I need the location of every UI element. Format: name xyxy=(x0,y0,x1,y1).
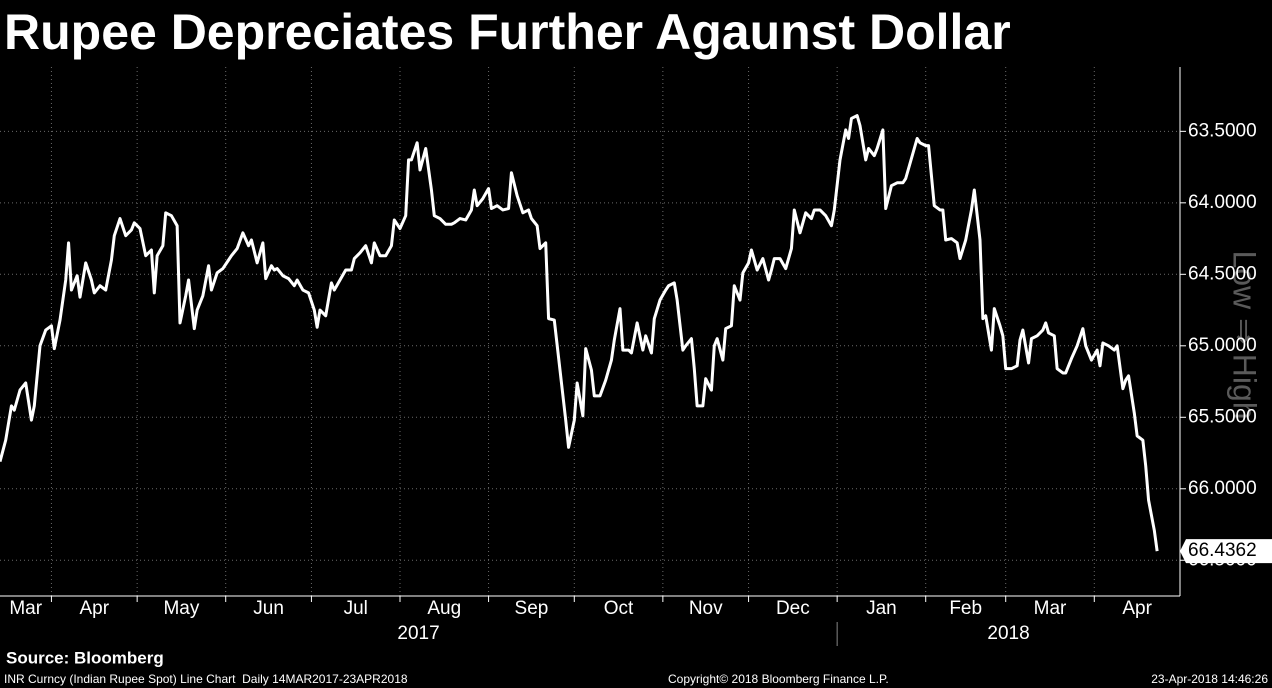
y-tick-label: 66.0000 xyxy=(1188,478,1257,499)
last-value-box xyxy=(1180,539,1272,564)
x-tick-label: Oct xyxy=(604,598,634,619)
y-tick-label: 65.0000 xyxy=(1188,335,1257,356)
x-tick-label: Apr xyxy=(79,598,109,619)
price-line xyxy=(0,114,1159,552)
x-tick-label: Aug xyxy=(427,598,461,619)
x-tick-label: Jan xyxy=(866,598,897,619)
y-tick-label: 63.5000 xyxy=(1188,120,1257,141)
chart-title: Rupee Depreciates Further Agaunst Dollar xyxy=(4,4,1011,60)
x-tick-label: Nov xyxy=(689,598,723,619)
x-tick-label: Dec xyxy=(776,598,810,619)
year-label: 2017 xyxy=(397,623,439,644)
x-tick-label: Mar xyxy=(1034,598,1067,619)
y-tick-label: 64.5000 xyxy=(1188,263,1257,284)
x-tick-label: Sep xyxy=(515,598,549,619)
footer-left: INR Curncy (Indian Rupee Spot) Line Char… xyxy=(4,672,408,686)
x-tick-label: Feb xyxy=(949,598,982,619)
source: Source: Bloomberg xyxy=(6,648,164,667)
x-tick-label: May xyxy=(163,598,199,619)
x-tick-label: Jul xyxy=(344,598,368,619)
x-tick-label: Mar xyxy=(9,598,42,619)
last-value-label: 66.4362 xyxy=(1188,540,1257,561)
y-tick-label: 65.5000 xyxy=(1188,406,1257,427)
x-tick-label: Jun xyxy=(253,598,284,619)
x-tick-label: Apr xyxy=(1122,598,1152,619)
year-label: 2018 xyxy=(987,623,1029,644)
footer-center: Copyright© 2018 Bloomberg Finance L.P. xyxy=(668,672,889,686)
y-axis-label: Low ⇒ High xyxy=(1227,250,1263,419)
footer-right: 23-Apr-2018 14:46:26 xyxy=(1151,672,1268,686)
y-tick-label: 64.0000 xyxy=(1188,192,1257,213)
